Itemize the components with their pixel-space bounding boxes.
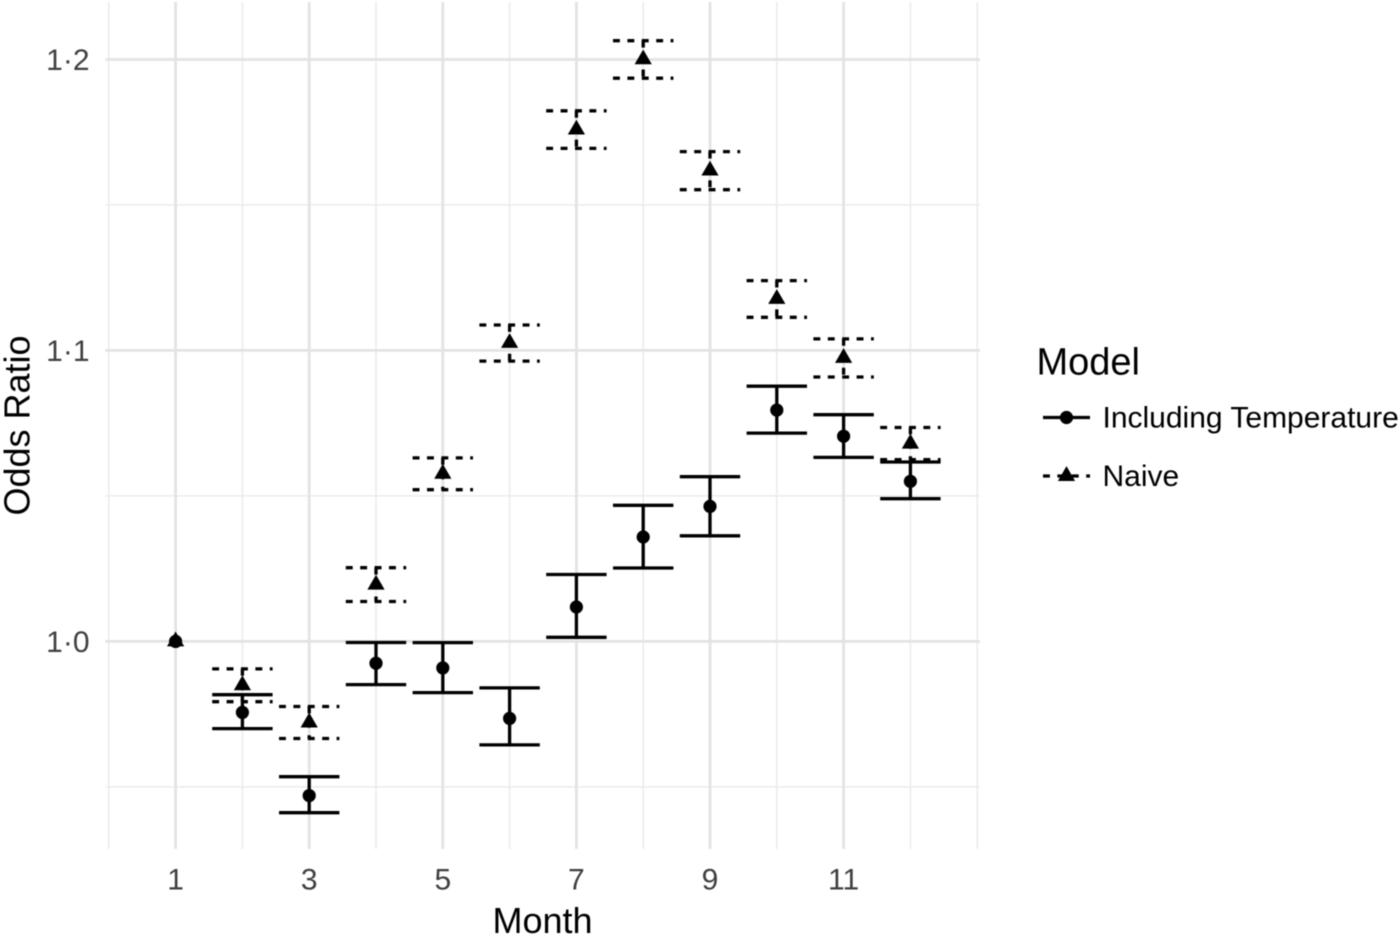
svg-text:Odds Ratio: Odds Ratio (0, 335, 38, 515)
svg-text:5: 5 (434, 863, 451, 896)
svg-text:1: 1 (167, 863, 184, 896)
svg-text:Including Temperature: Including Temperature (1103, 401, 1399, 434)
svg-text:Month: Month (492, 900, 592, 937)
svg-text:1·0: 1·0 (46, 626, 89, 659)
svg-text:1·1: 1·1 (46, 335, 89, 368)
svg-text:11: 11 (828, 863, 859, 896)
svg-text:9: 9 (702, 863, 719, 896)
svg-text:7: 7 (568, 863, 585, 896)
svg-text:Naive: Naive (1103, 460, 1180, 493)
svg-text:3: 3 (301, 863, 318, 896)
svg-text:1·2: 1·2 (46, 44, 89, 77)
svg-text:Model: Model (1037, 342, 1141, 384)
